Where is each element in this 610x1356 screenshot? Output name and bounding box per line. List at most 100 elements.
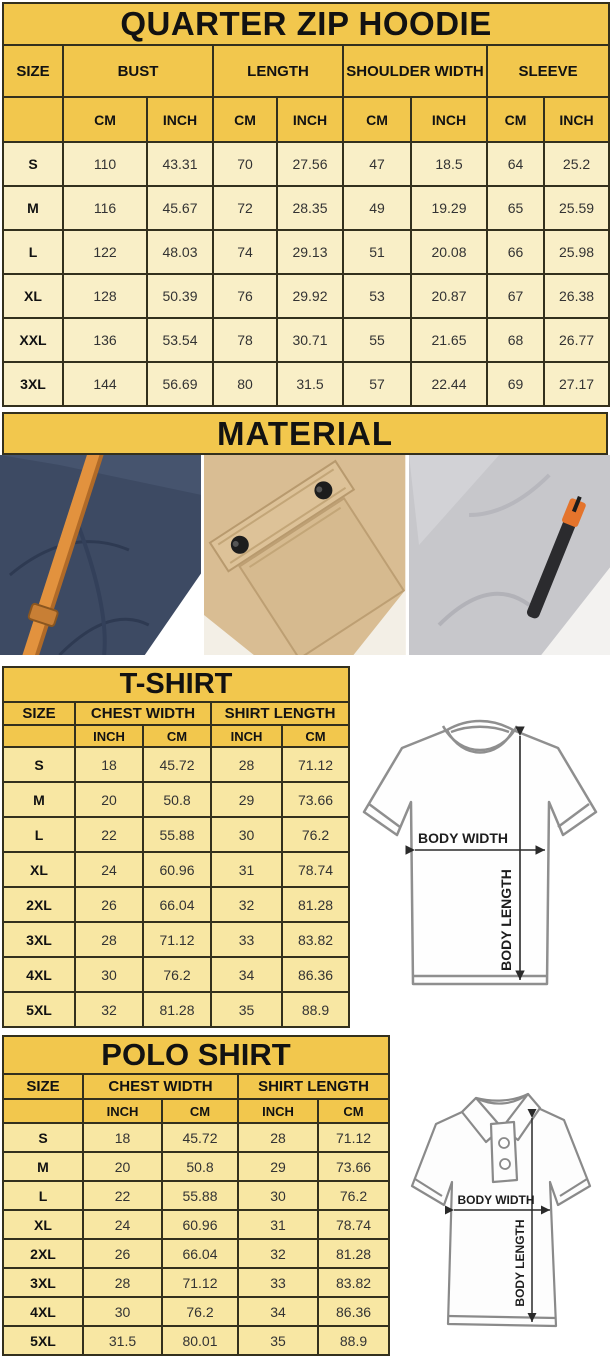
value-cell: 81.28 [142, 991, 212, 1028]
khaki-fabric-image [204, 455, 406, 655]
value-cell: 22 [74, 816, 144, 853]
value-cell: 31.5 [276, 361, 344, 407]
value-cell: 45.72 [142, 746, 212, 783]
value-cell: 26.38 [542, 273, 610, 319]
value-cell: 66.04 [142, 886, 212, 923]
table-row-xl: XL 24 60.96 31 78.74 [2, 1209, 391, 1240]
material-photo-navy-drawcord [0, 455, 202, 655]
value-cell: 76.2 [142, 956, 212, 993]
size-cell: XL [2, 273, 64, 319]
size-cell: M [2, 1151, 84, 1182]
value-cell: 53 [342, 273, 412, 319]
value-cell: 55 [342, 317, 412, 363]
tshirt-header-row: SIZE CHEST WIDTH SHIRT LENGTH [2, 701, 351, 726]
unit-header-cm: CM [280, 724, 351, 748]
value-cell: 20 [82, 1151, 163, 1182]
grey-fabric-image [408, 455, 610, 655]
value-cell: 35 [237, 1325, 319, 1356]
value-cell: 19.29 [410, 185, 488, 231]
value-cell: 116 [62, 185, 148, 231]
snap-button [314, 481, 333, 500]
value-cell: 25.59 [542, 185, 610, 231]
value-cell: 33 [210, 921, 283, 958]
unit-header-inch: INCH [210, 724, 283, 748]
material-photos [0, 455, 610, 655]
size-cell: M [2, 185, 64, 231]
size-cell: XL [2, 851, 76, 888]
value-cell: 28.35 [276, 185, 344, 231]
value-cell: 76.2 [316, 1180, 391, 1211]
empty-cell [2, 96, 64, 143]
value-cell: 60.96 [161, 1209, 239, 1240]
value-cell: 76 [212, 273, 278, 319]
table-row-m: M 20 50.8 29 73.66 [2, 781, 351, 818]
value-cell: 32 [210, 886, 283, 923]
value-cell: 26 [82, 1238, 163, 1269]
polo-title-row: POLO SHIRT [1, 1035, 391, 1075]
material-section-title: MATERIAL [2, 412, 608, 455]
value-cell: 55.88 [161, 1180, 239, 1211]
value-cell: 27.56 [276, 141, 344, 187]
value-cell: 83.82 [316, 1267, 391, 1298]
size-cell: L [2, 816, 76, 853]
value-cell: 60.96 [142, 851, 212, 888]
empty-cell [2, 1098, 84, 1124]
value-cell: 45.67 [146, 185, 214, 231]
table-row-xl: XL 24 60.96 31 78.74 [2, 851, 351, 888]
polo-outline-drawing: BODY WIDTH BODY LENGTH [410, 1092, 592, 1328]
value-cell: 76.2 [161, 1296, 239, 1327]
unit-header-cm: CM [62, 96, 148, 143]
value-cell: 78 [212, 317, 278, 363]
value-cell: 25.98 [542, 229, 610, 275]
polo-button [499, 1158, 511, 1170]
value-cell: 68 [486, 317, 545, 363]
value-cell: 86.36 [316, 1296, 391, 1327]
value-cell: 47 [342, 141, 412, 187]
value-cell: 43.31 [146, 141, 214, 187]
value-cell: 28 [74, 921, 144, 958]
size-cell: 4XL [2, 1296, 84, 1327]
unit-header-inch: INCH [82, 1098, 163, 1124]
value-cell: 29 [210, 781, 283, 818]
tshirt-outline-drawing: BODY WIDTH BODY LENGTH [362, 719, 598, 986]
value-cell: 20.87 [410, 273, 488, 319]
value-cell: 69 [486, 361, 545, 407]
value-cell: 28 [210, 746, 283, 783]
value-cell: 45.72 [161, 1122, 239, 1153]
value-cell: 30 [210, 816, 283, 853]
value-cell: 30 [74, 956, 144, 993]
value-cell: 128 [62, 273, 148, 319]
value-cell: 86.36 [280, 956, 351, 993]
tshirt-table-title: T-SHIRT [1, 666, 351, 703]
col-header-sleeve: SLEEVE [485, 44, 610, 98]
value-cell: 83.82 [280, 921, 351, 958]
unit-header-inch: INCH [237, 1098, 319, 1124]
body-width-label: BODY WIDTH [418, 830, 508, 846]
value-cell: 110 [62, 141, 148, 187]
value-cell: 73.66 [280, 781, 351, 818]
table-row-xxl: XXL 136 53.54 78 30.71 55 21.65 68 26.77 [2, 317, 610, 363]
size-cell: 3XL [2, 921, 76, 958]
polo-size-table: POLO SHIRT SIZE CHEST WIDTH SHIRT LENGTH… [1, 1035, 391, 1356]
snap-button [231, 535, 250, 554]
value-cell: 26.77 [542, 317, 610, 363]
col-header-bust: BUST [62, 44, 214, 98]
value-cell: 80 [212, 361, 278, 407]
value-cell: 50.8 [161, 1151, 239, 1182]
value-cell: 65 [486, 185, 545, 231]
size-cell: S [2, 746, 76, 783]
value-cell: 24 [82, 1209, 163, 1240]
value-cell: 29.92 [276, 273, 344, 319]
value-cell: 122 [62, 229, 148, 275]
col-header-length: LENGTH [212, 44, 344, 98]
navy-fabric-image [0, 455, 202, 655]
size-cell: L [2, 229, 64, 275]
value-cell: 72 [212, 185, 278, 231]
value-cell: 71.12 [142, 921, 212, 958]
value-cell: 64 [486, 141, 545, 187]
hoodie-table-title: QUARTER ZIP HOODIE [1, 2, 610, 46]
value-cell: 76.2 [280, 816, 351, 853]
body-width-label: BODY WIDTH [457, 1193, 534, 1207]
polo-header-row: SIZE CHEST WIDTH SHIRT LENGTH [2, 1073, 391, 1100]
table-row-3xl: 3XL 28 71.12 33 83.82 [2, 1267, 391, 1298]
